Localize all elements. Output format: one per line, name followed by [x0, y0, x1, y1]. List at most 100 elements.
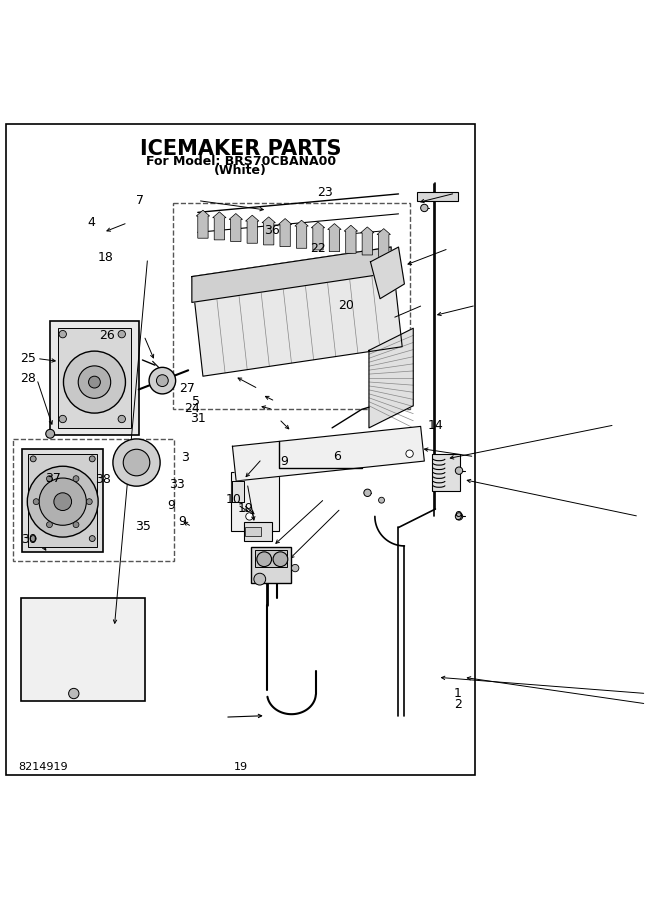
Circle shape	[46, 429, 55, 438]
Text: 31: 31	[190, 411, 206, 425]
Text: 18: 18	[98, 251, 114, 264]
FancyArrow shape	[328, 223, 341, 252]
Polygon shape	[233, 481, 244, 501]
Bar	[57, 328, 131, 428]
FancyArrow shape	[229, 213, 243, 241]
Text: 26: 26	[99, 329, 115, 342]
Circle shape	[54, 493, 72, 510]
Bar	[13, 439, 174, 561]
Circle shape	[421, 204, 428, 212]
Text: 35: 35	[136, 520, 151, 533]
Bar	[231, 472, 279, 531]
Bar	[417, 192, 458, 201]
Text: For Model: BRS70CBANA00: For Model: BRS70CBANA00	[145, 155, 336, 167]
Circle shape	[257, 552, 272, 567]
Circle shape	[30, 536, 36, 542]
Bar	[254, 550, 287, 567]
Text: 33: 33	[169, 478, 185, 491]
Circle shape	[291, 564, 299, 572]
Circle shape	[59, 330, 67, 338]
Circle shape	[39, 478, 86, 526]
Circle shape	[89, 376, 100, 388]
Text: 7: 7	[136, 194, 143, 207]
Text: 38: 38	[95, 473, 111, 486]
Text: 4: 4	[87, 216, 95, 229]
Polygon shape	[370, 248, 404, 299]
Circle shape	[123, 449, 150, 476]
Text: 14: 14	[428, 418, 443, 432]
Text: 6: 6	[333, 450, 341, 464]
FancyArrow shape	[246, 215, 259, 243]
Circle shape	[27, 466, 98, 537]
Circle shape	[73, 522, 79, 527]
Circle shape	[46, 476, 52, 482]
Text: 9: 9	[167, 499, 175, 511]
FancyArrow shape	[361, 227, 374, 255]
Circle shape	[156, 374, 168, 386]
Circle shape	[73, 476, 79, 482]
Text: 2: 2	[454, 698, 462, 711]
Polygon shape	[192, 248, 402, 376]
Text: 36: 36	[264, 224, 280, 238]
Polygon shape	[369, 328, 413, 428]
FancyArrow shape	[377, 229, 391, 256]
FancyArrow shape	[213, 212, 226, 240]
Text: 19: 19	[237, 502, 253, 515]
FancyArrow shape	[278, 219, 292, 247]
Text: 22: 22	[310, 242, 325, 256]
Text: 3: 3	[181, 452, 189, 464]
Text: 10: 10	[226, 493, 241, 507]
Text: 9: 9	[178, 515, 186, 527]
Text: 8214919: 8214919	[18, 762, 68, 772]
Text: 1: 1	[454, 688, 462, 700]
Circle shape	[46, 522, 52, 527]
Circle shape	[63, 351, 125, 413]
FancyArrow shape	[196, 211, 210, 239]
Bar	[245, 527, 261, 536]
Circle shape	[455, 467, 463, 474]
FancyArrow shape	[311, 222, 325, 250]
Text: 23: 23	[317, 185, 333, 199]
Polygon shape	[192, 248, 391, 302]
Circle shape	[379, 497, 385, 503]
Text: 20: 20	[338, 299, 355, 311]
Text: 37: 37	[45, 472, 61, 485]
Polygon shape	[233, 427, 424, 481]
Text: 5: 5	[192, 395, 200, 408]
Text: 9: 9	[454, 510, 462, 523]
Circle shape	[68, 688, 79, 698]
Bar	[50, 321, 139, 436]
Text: 27: 27	[179, 382, 195, 395]
Bar	[28, 454, 97, 546]
Circle shape	[33, 499, 39, 505]
Circle shape	[118, 330, 125, 338]
Text: 25: 25	[20, 352, 36, 365]
Circle shape	[118, 415, 125, 423]
FancyArrow shape	[344, 225, 357, 253]
Bar	[251, 547, 291, 583]
Circle shape	[59, 415, 67, 423]
Circle shape	[89, 456, 95, 462]
Circle shape	[89, 536, 95, 542]
Text: 30: 30	[21, 533, 37, 546]
Bar	[244, 522, 272, 541]
Text: 24: 24	[185, 401, 200, 415]
Circle shape	[246, 513, 253, 520]
Text: 28: 28	[20, 373, 36, 385]
Text: 9: 9	[280, 455, 288, 469]
Circle shape	[455, 513, 463, 520]
Bar	[173, 202, 409, 410]
Circle shape	[149, 367, 175, 394]
Text: ICEMAKER PARTS: ICEMAKER PARTS	[140, 139, 342, 158]
Circle shape	[78, 366, 111, 399]
Bar	[432, 454, 460, 491]
Bar	[22, 448, 103, 552]
Circle shape	[86, 499, 92, 505]
Circle shape	[113, 439, 160, 486]
Text: 19: 19	[233, 762, 248, 772]
Text: (White): (White)	[214, 165, 267, 177]
Circle shape	[273, 552, 288, 567]
FancyArrow shape	[262, 217, 275, 245]
Circle shape	[30, 456, 36, 462]
Circle shape	[406, 450, 413, 457]
